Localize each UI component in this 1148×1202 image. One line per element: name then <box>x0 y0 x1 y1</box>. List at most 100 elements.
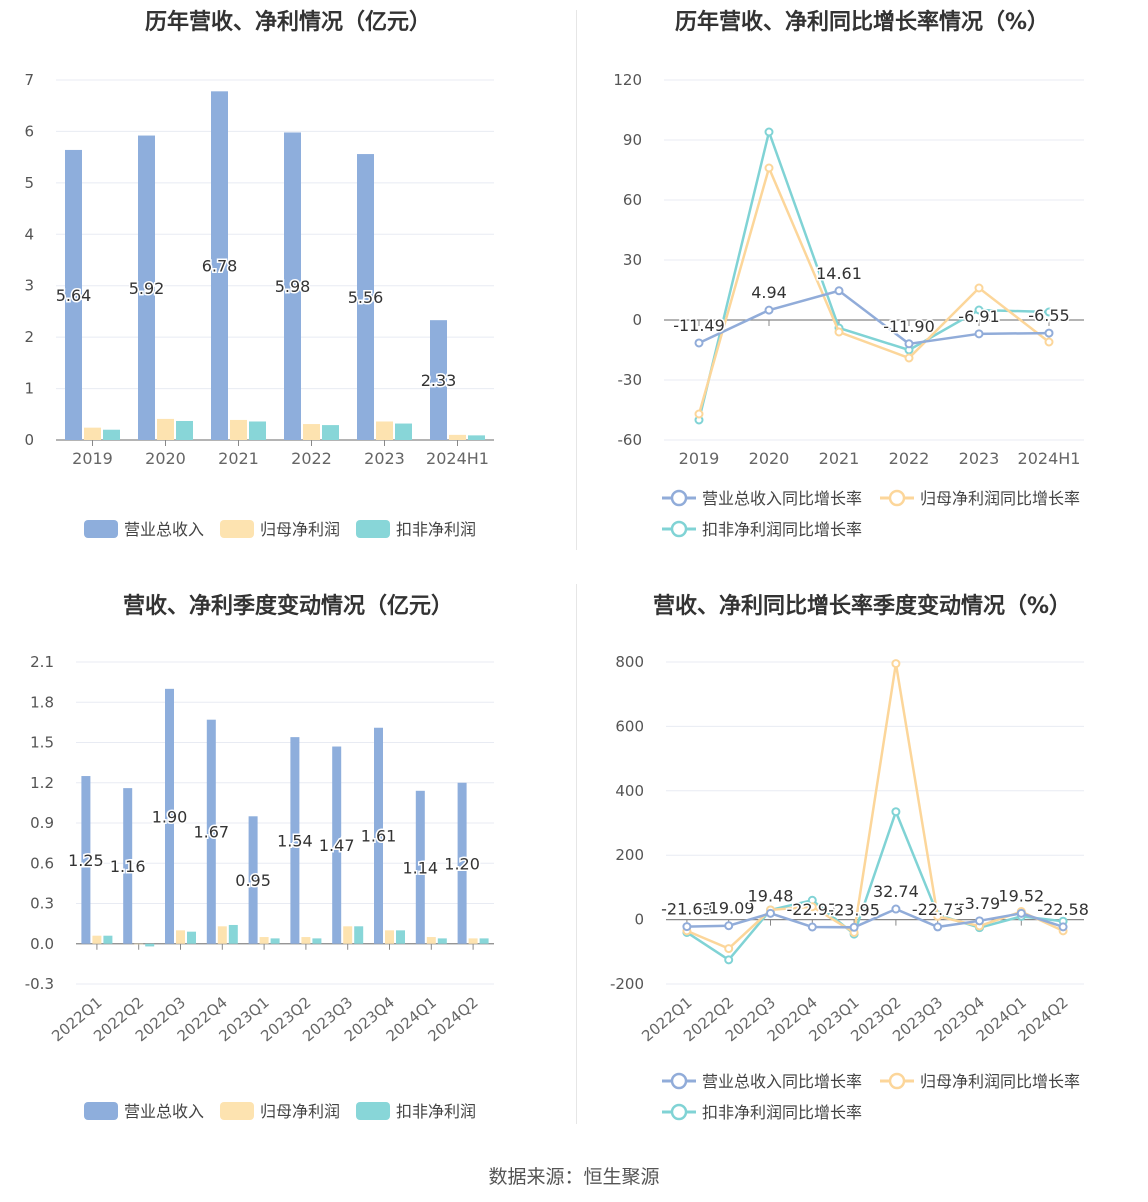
bar-data-label: 1.61 <box>361 827 397 846</box>
y-tick-label: -60 <box>618 431 643 449</box>
bar-2 <box>187 931 196 944</box>
line-data-label: -6.55 <box>1028 306 1069 325</box>
y-tick-label: 1.5 <box>30 734 54 752</box>
y-tick-label: -0.3 <box>25 975 54 993</box>
y-tick-label: 2 <box>24 328 34 346</box>
chart-svg: -0.30.00.30.60.91.21.51.82.12022Q11.2520… <box>25 653 494 1121</box>
bar-1 <box>84 427 101 440</box>
bar-1 <box>468 938 478 944</box>
bar-0 <box>165 688 174 944</box>
chart-title: 历年营收、净利情况（亿元） <box>144 10 431 35</box>
bar-1 <box>259 937 269 944</box>
bar-0 <box>206 719 216 944</box>
series-line-0 <box>686 907 1064 929</box>
x-tick-label: 2019 <box>679 449 720 468</box>
line-data-label: -6.91 <box>958 307 999 326</box>
line-data-label: -11.49 <box>673 316 725 335</box>
legend-label: 营业总收入同比增长率 <box>702 489 862 508</box>
legend-swatch <box>220 1102 254 1120</box>
series-point-1 <box>694 409 704 419</box>
y-tick-label: 1 <box>24 380 34 398</box>
series-point-2 <box>764 127 774 137</box>
bar-1 <box>230 419 247 440</box>
y-tick-label: 0 <box>24 431 34 449</box>
series-point-0 <box>849 922 859 932</box>
bar-1 <box>176 930 185 944</box>
y-tick-label: 0.6 <box>30 854 54 872</box>
bar-data-label: 5.92 <box>129 279 165 298</box>
y-tick-label: -30 <box>618 371 643 389</box>
bar-2 <box>145 943 155 947</box>
y-tick-label: 0.0 <box>30 935 54 953</box>
bar-2 <box>103 935 113 944</box>
y-tick-label: 90 <box>623 131 642 149</box>
series-point-0 <box>807 922 817 932</box>
y-tick-label: 60 <box>623 191 642 209</box>
legend-marker <box>670 1103 688 1121</box>
line-data-label: -22.58 <box>1037 900 1089 919</box>
series-point-1 <box>724 944 734 954</box>
legend-label: 归母净利润同比增长率 <box>920 1072 1080 1091</box>
series-point-0 <box>975 916 984 926</box>
bar-0 <box>284 132 301 440</box>
x-tick-label: 2020 <box>145 449 186 468</box>
series-point-2 <box>974 305 984 315</box>
x-tick-label: 2019 <box>72 449 113 468</box>
bar-data-label: 0.95 <box>235 871 271 890</box>
y-tick-label: 1.2 <box>30 774 54 792</box>
chart-annual-revenue-profit: 历年营收、净利情况（亿元） 0 1 2 3 4 5 6 7 2019 5.64 2020 5.92 20… <box>0 0 576 560</box>
bar-2 <box>228 924 238 944</box>
line-data-label: 4.94 <box>751 283 787 302</box>
line-data-label: 32.74 <box>873 882 919 901</box>
x-tick-label: 2023 <box>364 449 405 468</box>
y-tick-label: 30 <box>623 251 642 269</box>
legend-swatch <box>356 520 390 538</box>
x-tick-label: 2020 <box>749 449 790 468</box>
line-data-label: -3.79 <box>959 894 1000 913</box>
series-point-1 <box>807 902 817 912</box>
legend-marker <box>670 520 688 538</box>
series-line-1 <box>697 164 1050 415</box>
y-tick-label: 600 <box>615 717 644 735</box>
y-tick-label: 0.9 <box>30 814 54 832</box>
legend-label: 营业总收入 <box>124 520 204 539</box>
bar-0 <box>123 788 133 944</box>
bar-data-label: 6.78 <box>202 257 238 276</box>
legend-swatch <box>220 520 254 538</box>
chart-svg: -20002004006008002022Q12022Q22022Q32022Q… <box>610 653 1090 1122</box>
y-tick-label: 1.8 <box>30 693 54 711</box>
bar-2 <box>270 938 280 944</box>
line-data-label: -23.95 <box>828 900 880 919</box>
y-tick-label: -200 <box>610 975 644 993</box>
series-point-1 <box>834 327 844 337</box>
series-point-1 <box>974 283 984 293</box>
bar-0 <box>457 782 467 944</box>
y-tick-label: 800 <box>615 653 644 671</box>
y-tick-label: 0 <box>634 911 644 929</box>
bar-1 <box>376 421 393 440</box>
bar-0 <box>81 776 91 944</box>
bar-2 <box>322 425 339 440</box>
bar-data-label: 5.64 <box>56 286 92 305</box>
x-tick-label: 2021 <box>819 449 860 468</box>
legend-label: 扣非净利润 <box>396 520 476 539</box>
x-tick-label: 2024H1 <box>1018 449 1081 468</box>
line-data-label: -22.97 <box>787 900 839 919</box>
series-point-1 <box>891 659 901 669</box>
bar-0 <box>138 135 155 441</box>
x-tick-label: 2024H1 <box>426 449 489 468</box>
y-tick-label: 400 <box>615 782 644 800</box>
bar-0 <box>248 816 258 944</box>
line-data-label: 14.61 <box>816 264 862 283</box>
divider <box>576 10 577 550</box>
bar-2 <box>103 429 120 440</box>
bar-data-label: 5.98 <box>275 277 311 296</box>
chart-annual-growth: 历年营收、净利同比增长率情况（%） -60 -30 0 30 60 90 120 2019 20… <box>576 0 1148 560</box>
series-point-0 <box>1016 908 1026 918</box>
y-tick-label: 2.1 <box>30 653 54 671</box>
bar-2 <box>479 938 489 944</box>
chart-title: 营收、净利同比增长率季度变动情况（%） <box>652 594 1072 619</box>
divider <box>576 584 577 1124</box>
line-data-label: -11.90 <box>883 317 935 336</box>
legend-marker <box>888 1072 906 1090</box>
